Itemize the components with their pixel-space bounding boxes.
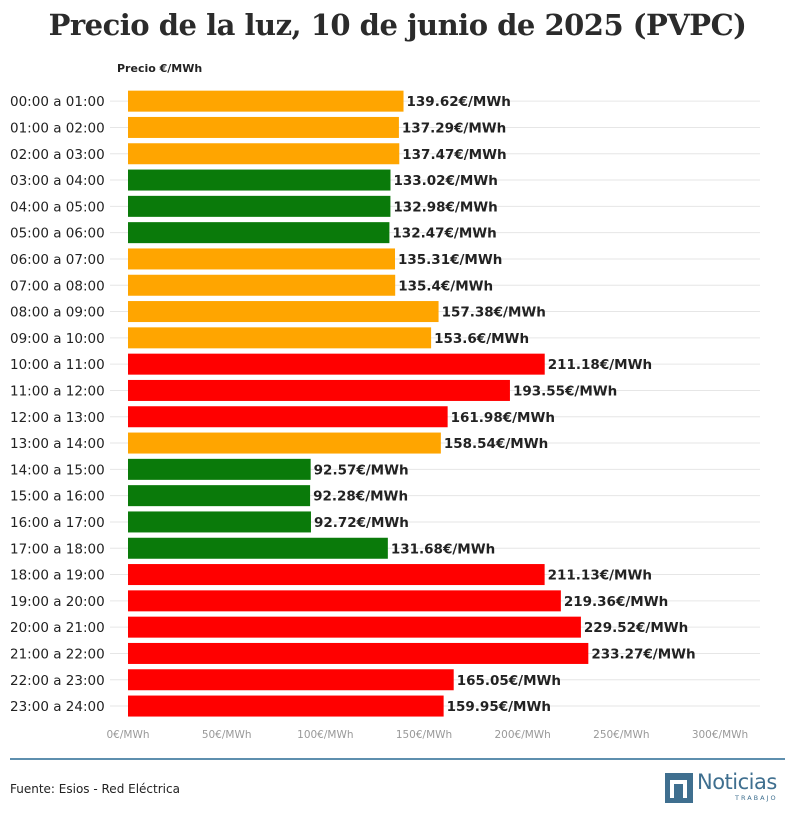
bar <box>128 90 404 112</box>
category-label: 09:00 a 10:00 <box>10 331 105 347</box>
category-label: 01:00 a 02:00 <box>10 120 105 136</box>
bar-chart: 00:00 a 01:00 139.62€/MWh 01:00 a 02:00 137… <box>10 90 760 741</box>
category-label: 11:00 a 12:00 <box>10 383 105 399</box>
category-label: 14:00 a 15:00 <box>10 462 105 478</box>
x-tick-label: 250€/MWh <box>593 729 649 741</box>
data-label: 132.47€/MWh <box>392 226 496 242</box>
data-label: 135.4€/MWh <box>398 278 493 294</box>
category-label: 21:00 a 22:00 <box>10 646 105 662</box>
category-label: 04:00 a 05:00 <box>10 199 105 215</box>
category-label: 22:00 a 23:00 <box>10 673 105 689</box>
data-label: 165.05€/MWh <box>457 673 561 689</box>
logo-n-icon <box>665 773 693 803</box>
data-label: 219.36€/MWh <box>564 594 668 610</box>
category-label: 02:00 a 03:00 <box>10 147 105 163</box>
category-label: 20:00 a 21:00 <box>10 620 105 636</box>
bar <box>128 642 589 664</box>
data-label: 137.47€/MWh <box>402 147 506 163</box>
data-label: 92.72€/MWh <box>314 515 409 531</box>
y-axis-label: Precio €/MWh <box>117 62 203 75</box>
bar <box>128 169 391 191</box>
chart-title: Precio de la luz, 10 de junio de 2025 (P… <box>48 8 747 42</box>
bar <box>128 564 545 586</box>
category-label: 23:00 a 24:00 <box>10 699 105 715</box>
category-label: 12:00 a 13:00 <box>10 410 105 426</box>
bar <box>128 590 561 612</box>
data-label: 159.95€/MWh <box>447 699 551 715</box>
data-label: 158.54€/MWh <box>444 436 548 452</box>
category-label: 08:00 a 09:00 <box>10 305 105 321</box>
bar <box>128 379 510 401</box>
bar <box>128 274 396 296</box>
category-label: 18:00 a 19:00 <box>10 568 105 584</box>
category-label: 10:00 a 11:00 <box>10 357 105 373</box>
x-tick-label: 200€/MWh <box>494 729 550 741</box>
data-label: 135.31€/MWh <box>398 252 502 268</box>
bar <box>128 485 311 507</box>
bar <box>128 406 448 428</box>
data-label: 161.98€/MWh <box>451 410 555 426</box>
bar <box>128 222 390 244</box>
bar <box>128 537 388 559</box>
data-label: 157.38€/MWh <box>442 305 546 321</box>
data-label: 92.28€/MWh <box>313 489 408 505</box>
data-label: 132.98€/MWh <box>393 199 497 215</box>
category-label: 03:00 a 04:00 <box>10 173 105 189</box>
source-note: Fuente: Esios - Red Eléctrica <box>10 782 180 796</box>
bar <box>128 432 441 454</box>
bar <box>128 327 432 349</box>
brand-logo: Noticias TRABAJO <box>665 770 785 805</box>
category-label: 15:00 a 16:00 <box>10 489 105 505</box>
data-label: 92.57€/MWh <box>314 462 409 478</box>
x-tick-label: 50€/MWh <box>202 729 252 741</box>
data-label: 233.27€/MWh <box>591 646 695 662</box>
data-label: 211.13€/MWh <box>548 568 652 584</box>
category-label: 17:00 a 18:00 <box>10 541 105 557</box>
category-label: 13:00 a 14:00 <box>10 436 105 452</box>
logo-subtitle: TRABAJO <box>735 794 778 802</box>
bar <box>128 116 399 138</box>
data-label: 153.6€/MWh <box>434 331 529 347</box>
bar <box>128 301 439 323</box>
category-label: 19:00 a 20:00 <box>10 594 105 610</box>
bar <box>128 616 581 638</box>
bar <box>128 669 454 691</box>
data-label: 139.62€/MWh <box>407 94 511 110</box>
bar <box>128 143 400 165</box>
x-tick-label: 300€/MWh <box>692 729 748 741</box>
bar <box>128 353 545 375</box>
bar <box>128 511 311 533</box>
category-label: 06:00 a 07:00 <box>10 252 105 268</box>
x-tick-label: 150€/MWh <box>396 729 452 741</box>
category-label: 16:00 a 17:00 <box>10 515 105 531</box>
data-label: 211.18€/MWh <box>548 357 652 373</box>
data-label: 133.02€/MWh <box>393 173 497 189</box>
footer-divider <box>10 758 785 760</box>
data-label: 131.68€/MWh <box>391 541 495 557</box>
category-label: 05:00 a 06:00 <box>10 226 105 242</box>
logo-name: Noticias <box>697 770 777 794</box>
bar <box>128 195 391 217</box>
category-label: 07:00 a 08:00 <box>10 278 105 294</box>
bar <box>128 458 311 480</box>
x-tick-label: 100€/MWh <box>297 729 353 741</box>
bar <box>128 248 396 270</box>
x-tick-label: 0€/MWh <box>107 729 150 741</box>
data-label: 193.55€/MWh <box>513 383 617 399</box>
data-label: 229.52€/MWh <box>584 620 688 636</box>
data-label: 137.29€/MWh <box>402 120 506 136</box>
category-label: 00:00 a 01:00 <box>10 94 105 110</box>
bar <box>128 695 444 717</box>
